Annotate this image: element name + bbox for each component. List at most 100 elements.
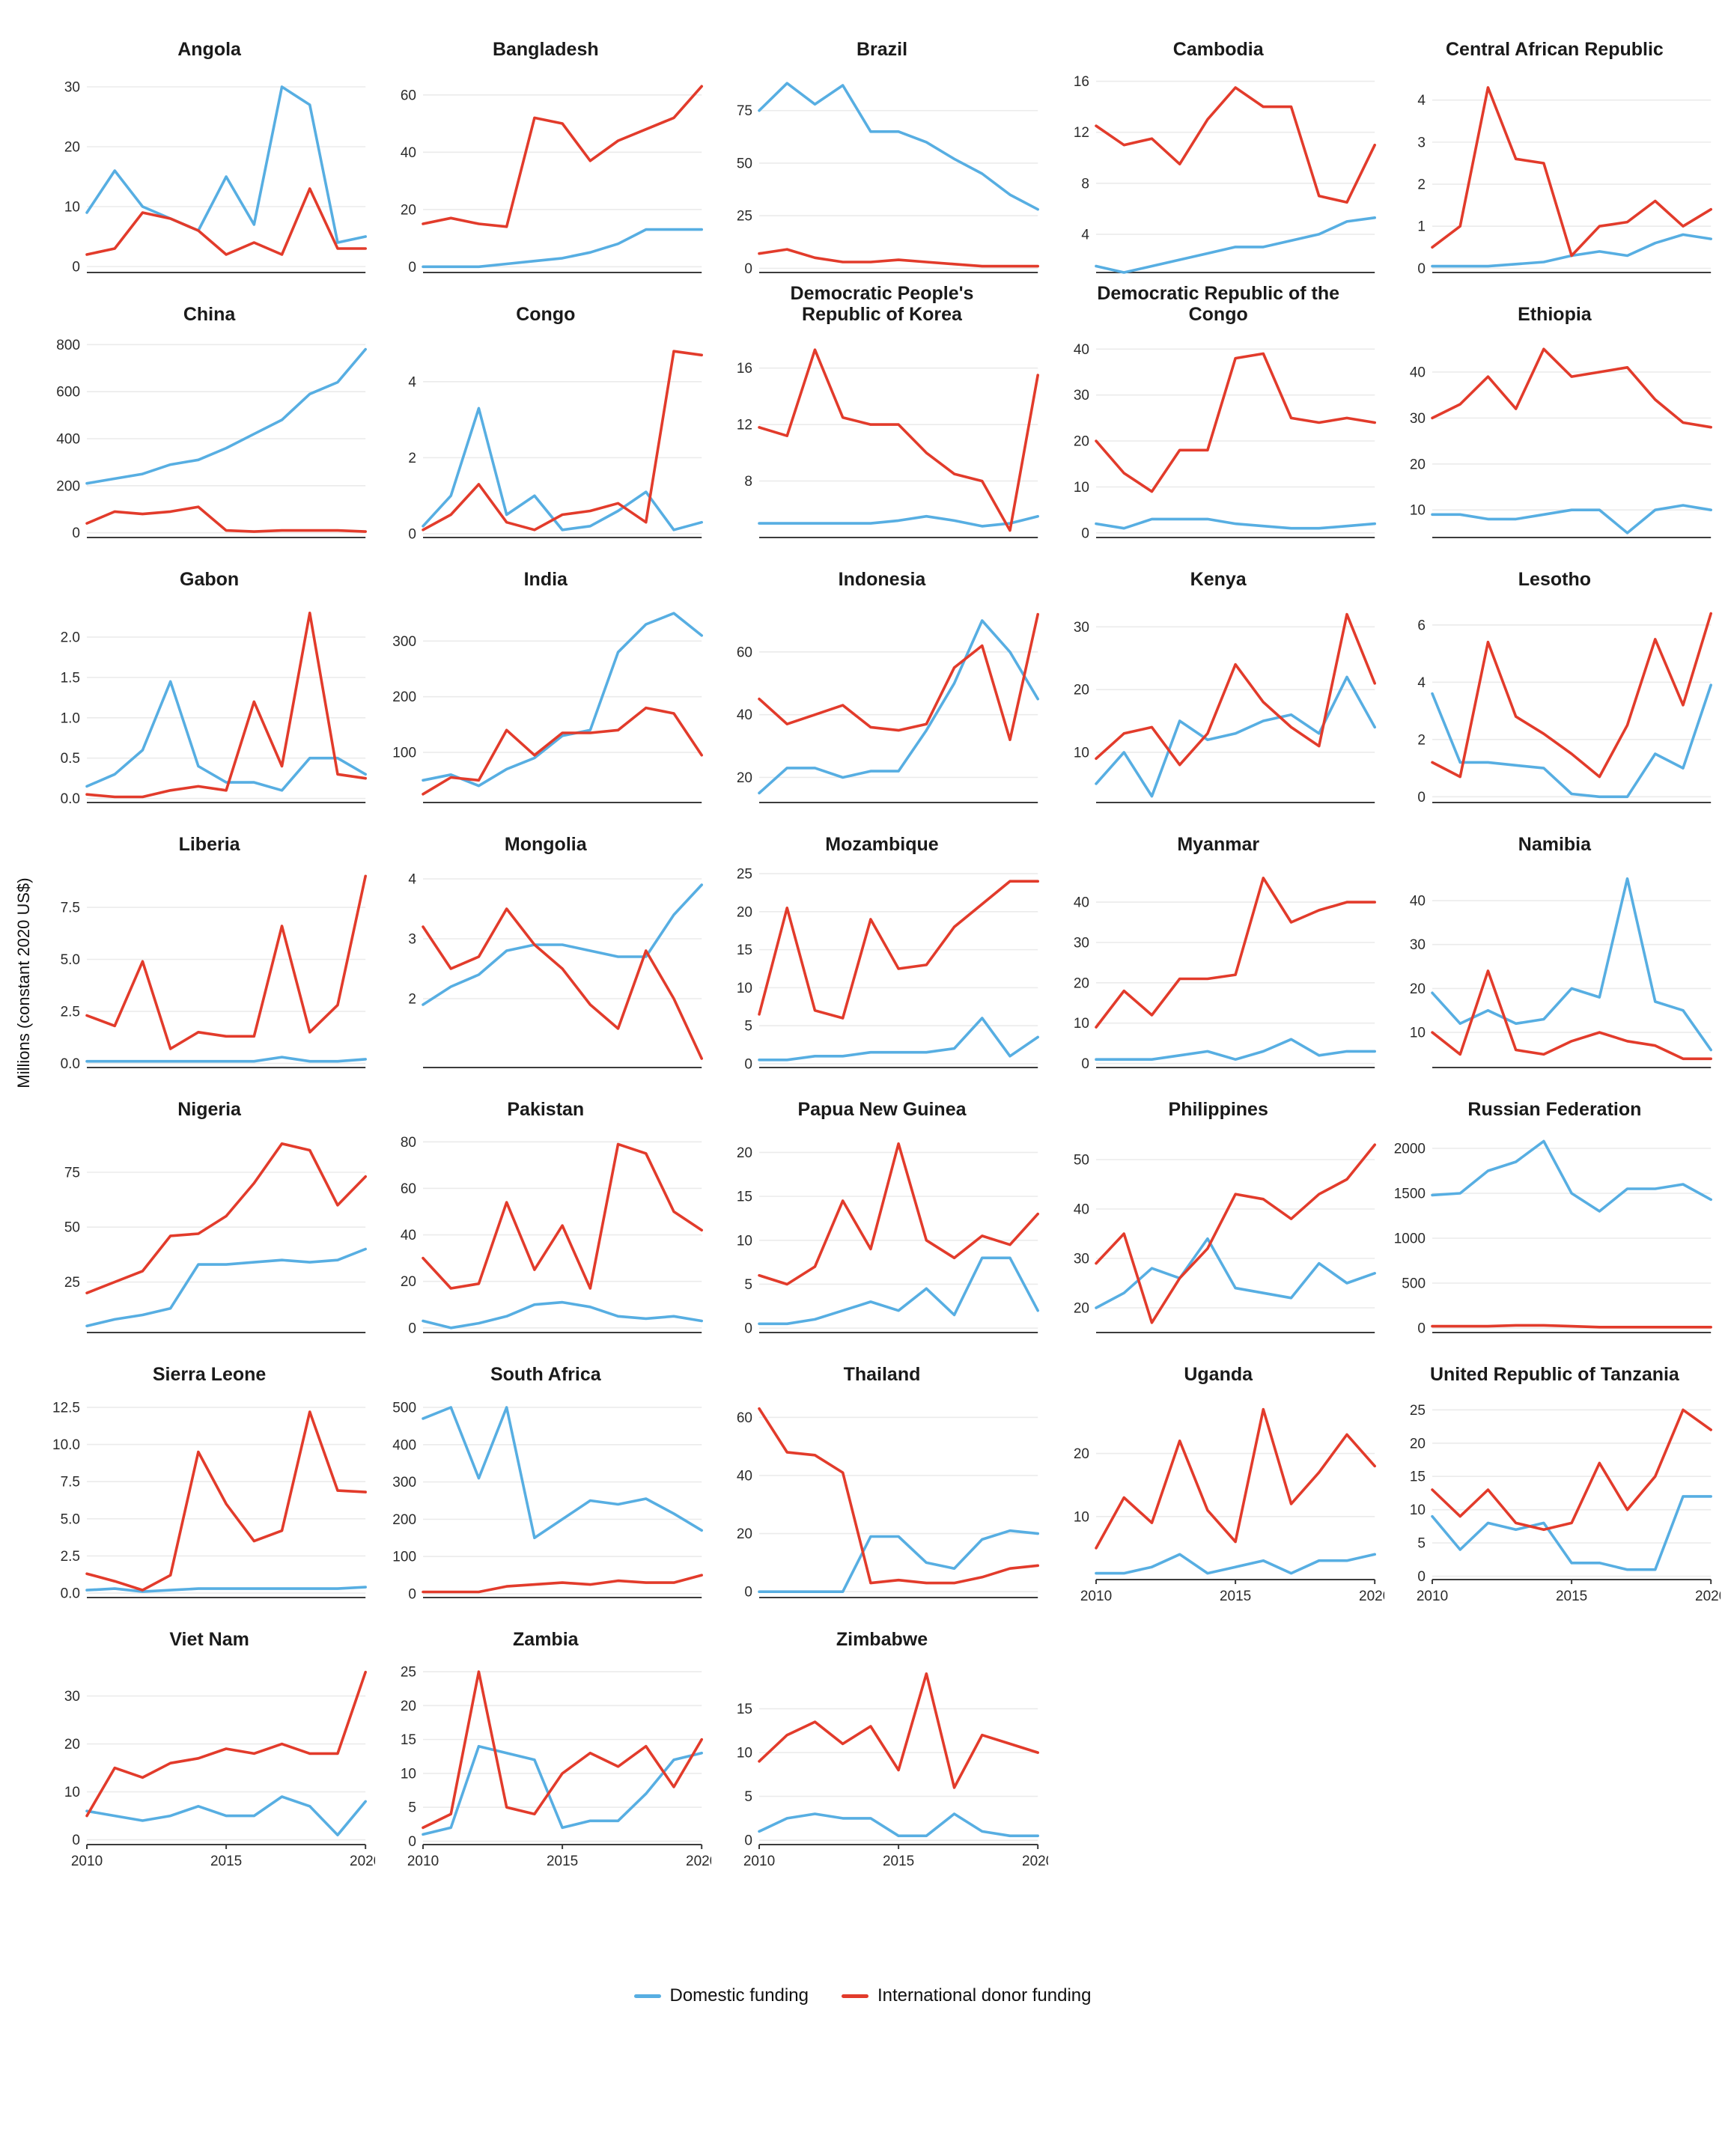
y-tick-label: 30 (1073, 935, 1089, 951)
y-tick-label: 300 (392, 634, 416, 650)
y-tick-label: 0 (1417, 1569, 1426, 1585)
y-tick-label: 20 (1410, 981, 1426, 997)
panel-pakistan: Pakistan 0 20 40 60 80 (380, 1078, 711, 1343)
y-tick-label: 0.0 (61, 1056, 80, 1072)
panel-plot: 100 200 300 (392, 612, 704, 803)
domestic-line (1094, 1553, 1376, 1575)
y-tick-label: 20 (1073, 1301, 1089, 1317)
panel-plot: 0 20 40 60 (737, 1407, 1040, 1601)
domestic-line (422, 612, 704, 788)
y-tick-label: 20 (401, 202, 416, 218)
x-tick-label: 2010 (1417, 1589, 1448, 1604)
y-tick-label: 5 (745, 1789, 753, 1805)
donor-line (1094, 1143, 1376, 1324)
panel-plot: 4 8 12 16 (1073, 74, 1376, 274)
panel-plot: 0 10 20 30 40 (1073, 342, 1376, 541)
donor-line (1094, 86, 1376, 204)
panel-united-republic-of-tanzania: United Republic of Tanzania 0 5 10 15 20 25 201… (1389, 1343, 1721, 1608)
panel-plot: 0 2 4 6 (1417, 612, 1712, 806)
panel-title: Congo (516, 304, 576, 325)
donor-line (1431, 969, 1712, 1061)
y-tick-label: 25 (737, 209, 752, 225)
y-tick-label: 20 (737, 770, 752, 786)
y-tick-label: 2000 (1394, 1142, 1426, 1157)
x-tick-label: 2010 (71, 1854, 103, 1869)
y-tick-label: 20 (1073, 683, 1089, 698)
y-tick-label: 10 (737, 1233, 752, 1249)
domestic-line (1431, 1495, 1712, 1571)
donor-line (85, 611, 367, 799)
x-tick-label: 2020 (686, 1854, 711, 1869)
donor-line (1094, 352, 1376, 493)
donor-line (758, 1142, 1040, 1286)
panel-kenya: Kenya 10 20 30 (1053, 548, 1384, 813)
panel-title: Pakistan (507, 1099, 585, 1120)
donor-line (758, 1407, 1040, 1585)
y-tick-label: 10 (1410, 1502, 1426, 1518)
donor-line (85, 1410, 367, 1592)
panel-title: Zambia (513, 1629, 579, 1650)
y-tick-label: 600 (56, 385, 80, 401)
y-tick-label: 4 (409, 872, 417, 888)
y-tick-label: 400 (392, 1437, 416, 1453)
y-tick-label: 20 (1073, 434, 1089, 450)
panel-indonesia: Indonesia 20 40 60 (716, 548, 1047, 813)
y-tick-label: 10 (1410, 1026, 1426, 1041)
panel-philippines: Philippines 20 30 40 50 (1053, 1078, 1384, 1343)
y-tick-label: 0 (745, 1056, 753, 1072)
panel-title: Uganda (1184, 1364, 1253, 1385)
y-tick-label: 30 (1410, 411, 1426, 427)
panel-plot: 0 25 50 75 (737, 82, 1040, 277)
y-tick-label: 25 (64, 1275, 80, 1291)
panel-plot: 0.0 2.5 5.0 7.5 (61, 874, 367, 1072)
panel-plot: 0 2 4 (409, 350, 704, 542)
y-axis-label: Millions (constant 2020 US$) (14, 877, 33, 1088)
y-tick-label: 10 (1073, 1509, 1089, 1525)
y-tick-label: 25 (1410, 1403, 1426, 1419)
donor-line (422, 1670, 704, 1830)
y-tick-label: 20 (737, 1526, 752, 1542)
panel-central-african-republic: Central African Republic 0 1 2 3 4 (1389, 18, 1721, 283)
donor-line (758, 880, 1040, 1020)
y-tick-label: 20 (737, 1145, 752, 1161)
donor-line (422, 1142, 704, 1290)
y-tick-label: 20 (1073, 1446, 1089, 1462)
domestic-line (1094, 1237, 1376, 1309)
x-tick-label: 2020 (1359, 1589, 1384, 1604)
y-tick-label: 1.5 (61, 670, 80, 686)
donor-line-swatch (841, 1994, 868, 1998)
y-tick-label: 2.0 (61, 630, 80, 646)
y-tick-label: 75 (737, 103, 752, 119)
donor-line (758, 612, 1040, 741)
domestic-line (758, 1529, 1040, 1594)
donor-line (1431, 86, 1712, 258)
panel-title: Kenya (1190, 569, 1247, 590)
x-tick-label: 2015 (1220, 1589, 1251, 1604)
panel-plot: 10 20 2010 2015 2020 (1073, 1407, 1384, 1604)
domestic-line-swatch (633, 1994, 661, 1998)
panel-mongolia: Mongolia 2 3 4 (380, 813, 711, 1078)
domestic-line (422, 1406, 704, 1540)
y-tick-label: 0 (409, 260, 417, 275)
panel-title: Sierra Leone (152, 1364, 267, 1385)
legend-label-domestic: Domestic funding (669, 1985, 809, 2006)
panel-ethiopia: Ethiopia 10 20 30 40 (1389, 283, 1721, 548)
domestic-line (1094, 675, 1376, 798)
y-tick-label: 20 (401, 1274, 416, 1290)
domestic-line (422, 406, 704, 532)
y-tick-label: 40 (1073, 1202, 1089, 1218)
y-tick-label: 0 (1417, 261, 1426, 277)
panel-title: Thailand (843, 1364, 921, 1385)
y-tick-label: 1 (1417, 219, 1426, 235)
y-tick-label: 200 (392, 1512, 416, 1528)
y-tick-label: 5 (1417, 1536, 1426, 1552)
y-tick-label: 0.0 (61, 791, 80, 807)
panel-title: United Republic of Tanzania (1429, 1364, 1679, 1385)
x-tick-label: 2020 (1695, 1589, 1721, 1604)
panel-plot: 0 10 20 30 40 (1073, 876, 1376, 1072)
panel-plot: 0 1 2 3 4 (1417, 86, 1712, 277)
donor-line (1431, 347, 1712, 429)
domestic-line (422, 1744, 704, 1836)
domestic-line (85, 1056, 367, 1063)
domestic-line (85, 85, 367, 244)
